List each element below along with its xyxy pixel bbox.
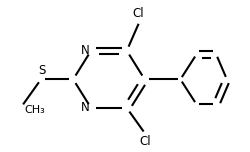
Text: Cl: Cl [140,135,151,148]
Text: Cl: Cl [132,7,144,20]
Text: CH₃: CH₃ [24,105,45,115]
Text: N: N [80,44,89,57]
Text: S: S [38,64,46,77]
Text: N: N [80,101,89,114]
